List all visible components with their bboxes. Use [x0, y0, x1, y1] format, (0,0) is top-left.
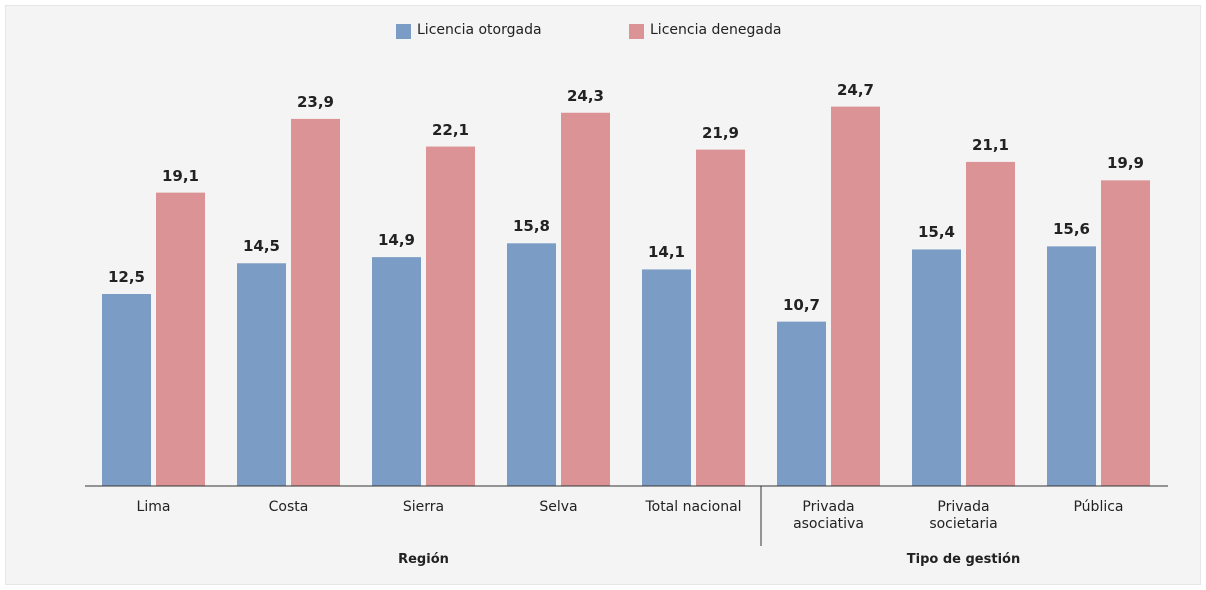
legend-label: Licencia denegada	[650, 22, 782, 38]
x-tick-label: Total nacional	[645, 499, 742, 515]
bar	[561, 112, 610, 486]
legend-swatch	[629, 24, 644, 39]
data-label: 23,9	[296, 92, 334, 111]
bar	[156, 192, 205, 486]
data-label: 19,9	[1106, 154, 1144, 173]
bar	[426, 146, 475, 486]
x-tick-label: Pública	[1073, 499, 1124, 515]
data-label: 15,6	[1052, 220, 1090, 239]
bar	[912, 249, 961, 486]
bar	[777, 321, 826, 486]
data-label: 14,5	[242, 237, 280, 256]
bar	[966, 161, 1015, 487]
x-tick-label: Lima	[136, 499, 171, 515]
data-label: 10,7	[782, 295, 820, 314]
data-label: 15,8	[512, 217, 550, 236]
x-tick-label: Sierra	[402, 499, 445, 515]
legend-label: Licencia otorgada	[417, 22, 542, 38]
bar	[1047, 246, 1096, 486]
data-label: 21,9	[701, 123, 739, 142]
group-label: Tipo de gestión	[906, 552, 1021, 567]
bar	[696, 149, 745, 486]
data-label: 24,3	[566, 86, 604, 105]
data-label: 19,1	[161, 166, 199, 185]
bar	[507, 243, 556, 486]
data-label: 12,5	[107, 268, 145, 286]
x-tick-label: Costa	[268, 499, 309, 515]
x-tick-label: Privada asociativa	[793, 499, 864, 532]
group-label: Región	[398, 552, 449, 567]
bar	[642, 269, 691, 486]
bar	[291, 118, 340, 487]
bar	[372, 257, 421, 486]
bar	[831, 106, 880, 486]
x-tick-label: Selva	[539, 499, 578, 515]
x-tick-label: Privada societaria	[929, 499, 998, 532]
bar	[102, 294, 151, 486]
bar	[1101, 180, 1150, 486]
data-label: 24,7	[836, 80, 874, 99]
data-label: 14,1	[647, 243, 685, 262]
data-label: 22,1	[431, 120, 469, 139]
data-label: 15,4	[917, 223, 955, 242]
data-label: 14,9	[377, 231, 415, 250]
data-label: 21,1	[971, 135, 1009, 154]
bar	[237, 263, 286, 486]
legend-swatch	[396, 24, 411, 39]
